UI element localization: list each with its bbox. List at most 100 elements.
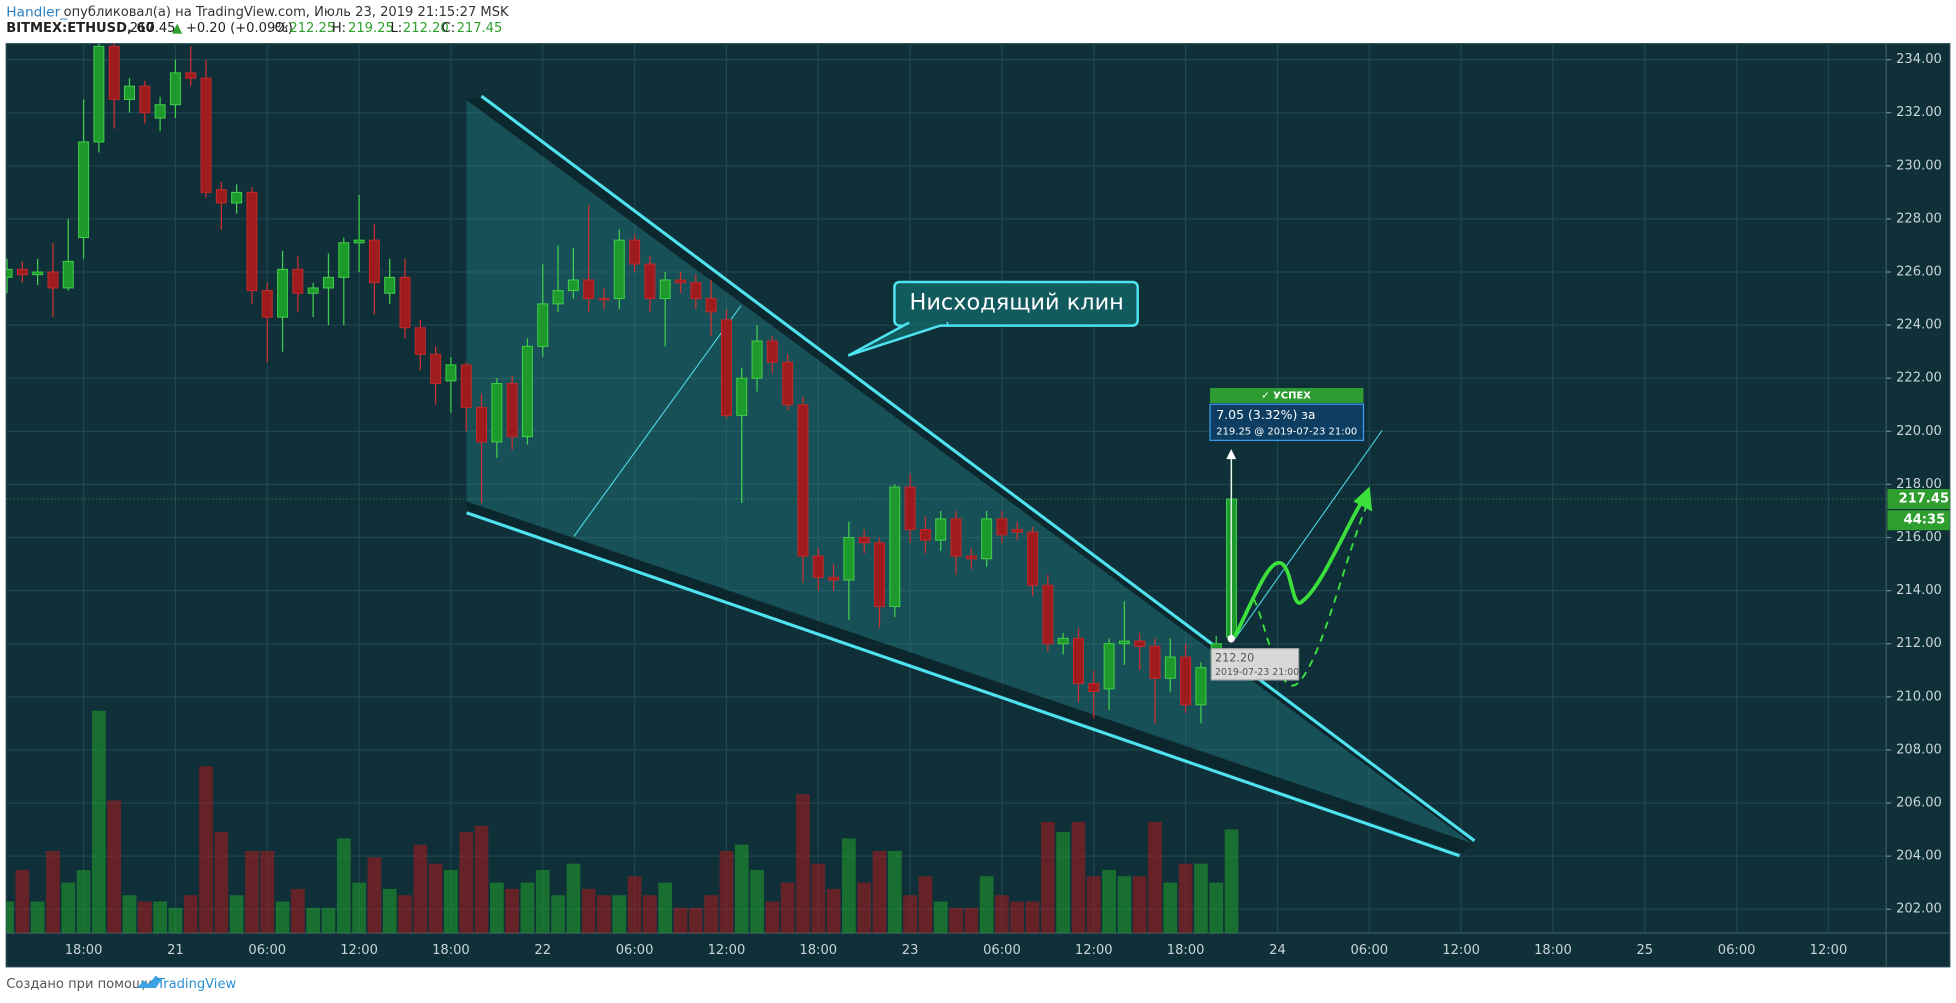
candle-body <box>751 340 763 379</box>
volume-bar <box>1209 882 1224 934</box>
volume-bar <box>1194 863 1208 934</box>
candle-body <box>47 271 59 289</box>
candle-body <box>812 555 824 578</box>
y-tick-label: 202.00 <box>1896 902 1942 917</box>
volume-bar <box>673 907 688 934</box>
candle-body <box>766 340 778 363</box>
candle-body <box>62 260 74 289</box>
candle-body <box>261 290 273 318</box>
candle-body <box>874 542 885 608</box>
x-tick-label: 06:00 <box>248 943 286 958</box>
volume-bar <box>92 710 106 934</box>
y-tick-label: 206.00 <box>1896 796 1942 811</box>
volume-bar <box>979 876 994 934</box>
volume-bar <box>382 888 397 934</box>
volume-bar <box>1148 821 1162 934</box>
volume-bar <box>153 901 167 934</box>
author[interactable]: Handler_ <box>6 5 67 21</box>
candle-body <box>690 282 702 300</box>
volume-bar <box>168 907 183 934</box>
wedge-band <box>466 501 1472 854</box>
candle-body <box>613 239 625 300</box>
overlay: Нисходящий клин ✓ УСПЕХ 7.05 (3.32%) за … <box>847 280 1373 687</box>
countdown-label: 44:35 <box>1904 513 1946 528</box>
candle-body <box>981 518 993 560</box>
volume-bar <box>1086 876 1101 934</box>
candle-body <box>1195 667 1207 706</box>
volume-bar <box>643 895 657 934</box>
volume-bar <box>30 901 45 934</box>
candle-body <box>858 537 870 544</box>
candle-body <box>935 518 947 541</box>
volume-bar <box>61 882 76 934</box>
low-time: 2019-07-23 21:00 <box>1215 667 1299 678</box>
volume-bar <box>352 882 366 934</box>
x-tick-label: 18:00 <box>1167 943 1205 958</box>
status-box <box>1210 387 1364 403</box>
candle-body <box>16 268 28 276</box>
label-box <box>893 280 1139 327</box>
volume-bar <box>887 850 902 934</box>
candle-body <box>659 279 671 300</box>
y-tick-label: 228.00 <box>1896 211 1942 226</box>
candle-body <box>1088 683 1100 693</box>
guide-line <box>1234 430 1383 640</box>
x-tick-label: 21 <box>167 943 184 958</box>
countdown-badge <box>1887 510 1950 531</box>
l-label: L: <box>390 21 402 36</box>
x-tick-label: 12:00 <box>1810 943 1848 958</box>
volume-bar <box>1178 863 1193 934</box>
pattern-label: Нисходящий клин <box>909 290 1123 316</box>
h-value: 219.25 <box>348 21 394 36</box>
candle-body <box>904 486 916 531</box>
volume-bar <box>1117 876 1132 934</box>
candle-body <box>889 486 901 608</box>
volume-bar <box>1041 821 1055 934</box>
measure-box <box>1209 403 1365 441</box>
candle-body <box>6 268 13 278</box>
volume-bar <box>857 882 872 934</box>
forecast-arrow <box>1233 497 1366 638</box>
volume-bar <box>6 901 14 934</box>
volume-bar <box>995 895 1009 934</box>
footer-brand[interactable]: TradingView <box>156 977 236 992</box>
y-tick-label: 234.00 <box>1896 52 1942 67</box>
volume-bar <box>842 838 856 934</box>
candle-body <box>460 364 472 408</box>
candle-body <box>307 287 319 294</box>
volume-bar <box>413 844 428 934</box>
volume-bar <box>1025 901 1040 934</box>
volume-bar <box>658 882 673 934</box>
volume-bar <box>398 895 412 934</box>
candle-body <box>1134 640 1146 647</box>
candle-body <box>139 85 151 114</box>
volume-bar <box>321 907 336 934</box>
candle-body <box>353 239 365 244</box>
volume-bar <box>796 794 810 934</box>
volume-bar <box>780 882 795 934</box>
volume-bar <box>903 895 917 934</box>
y-tick-label: 210.00 <box>1896 689 1942 704</box>
candle-body <box>185 72 197 79</box>
candle-body <box>583 279 595 300</box>
candle-body <box>644 263 656 300</box>
volume-bar <box>76 869 91 934</box>
volume-bar <box>918 876 933 934</box>
x-tick-label: 06:00 <box>983 943 1021 958</box>
candle-body <box>567 279 579 292</box>
measure-change: 7.05 (3.32%) за <box>1216 407 1315 422</box>
candle-body <box>552 290 564 305</box>
x-tick-label: 06:00 <box>1718 943 1756 958</box>
y-tick-label: 204.00 <box>1896 849 1942 864</box>
price-badge-label: 217.45 <box>1899 492 1949 507</box>
volume-bar <box>734 844 749 934</box>
volume-bar <box>107 800 122 934</box>
candle-body <box>537 303 549 347</box>
volume-bar <box>520 882 535 934</box>
volume-bar <box>183 895 198 934</box>
change-arrow: ▲ <box>172 21 183 36</box>
volume-bar <box>933 901 948 934</box>
volume-bar <box>964 907 979 934</box>
volume-bar <box>336 838 351 934</box>
volume-bar <box>1102 869 1116 934</box>
